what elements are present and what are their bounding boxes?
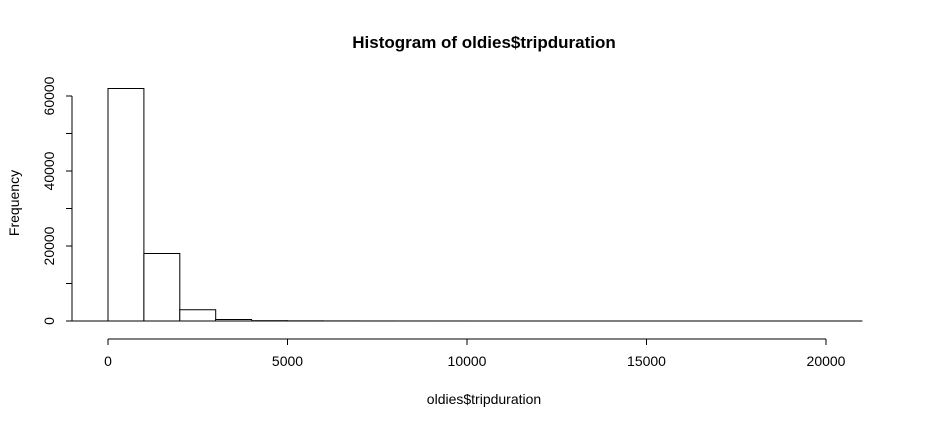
chart-title: Histogram of oldies$tripduration [352,33,616,52]
x-tick-label: 0 [104,353,112,369]
histogram-bars [107,88,863,322]
x-tick-label: 10000 [448,353,487,369]
x-tick-label: 5000 [272,353,303,369]
y-tick-label: 20000 [41,226,57,265]
y-tick-label: 40000 [41,151,57,190]
x-tick-label: 20000 [807,353,846,369]
y-tick-label: 0 [41,317,57,325]
y-axis: 0 20000 40000 60000 [41,76,73,325]
histogram-bar-2 [179,309,217,322]
histogram-bar-0 [107,88,145,322]
x-tick-label: 15000 [627,353,666,369]
histogram-bar-1 [143,253,181,322]
y-tick-label: 60000 [41,76,57,115]
x-axis: 0 5000 10000 15000 20000 [104,338,846,369]
y-axis-label: Frequency [6,170,22,236]
x-axis-label: oldies$tripduration [427,391,541,407]
